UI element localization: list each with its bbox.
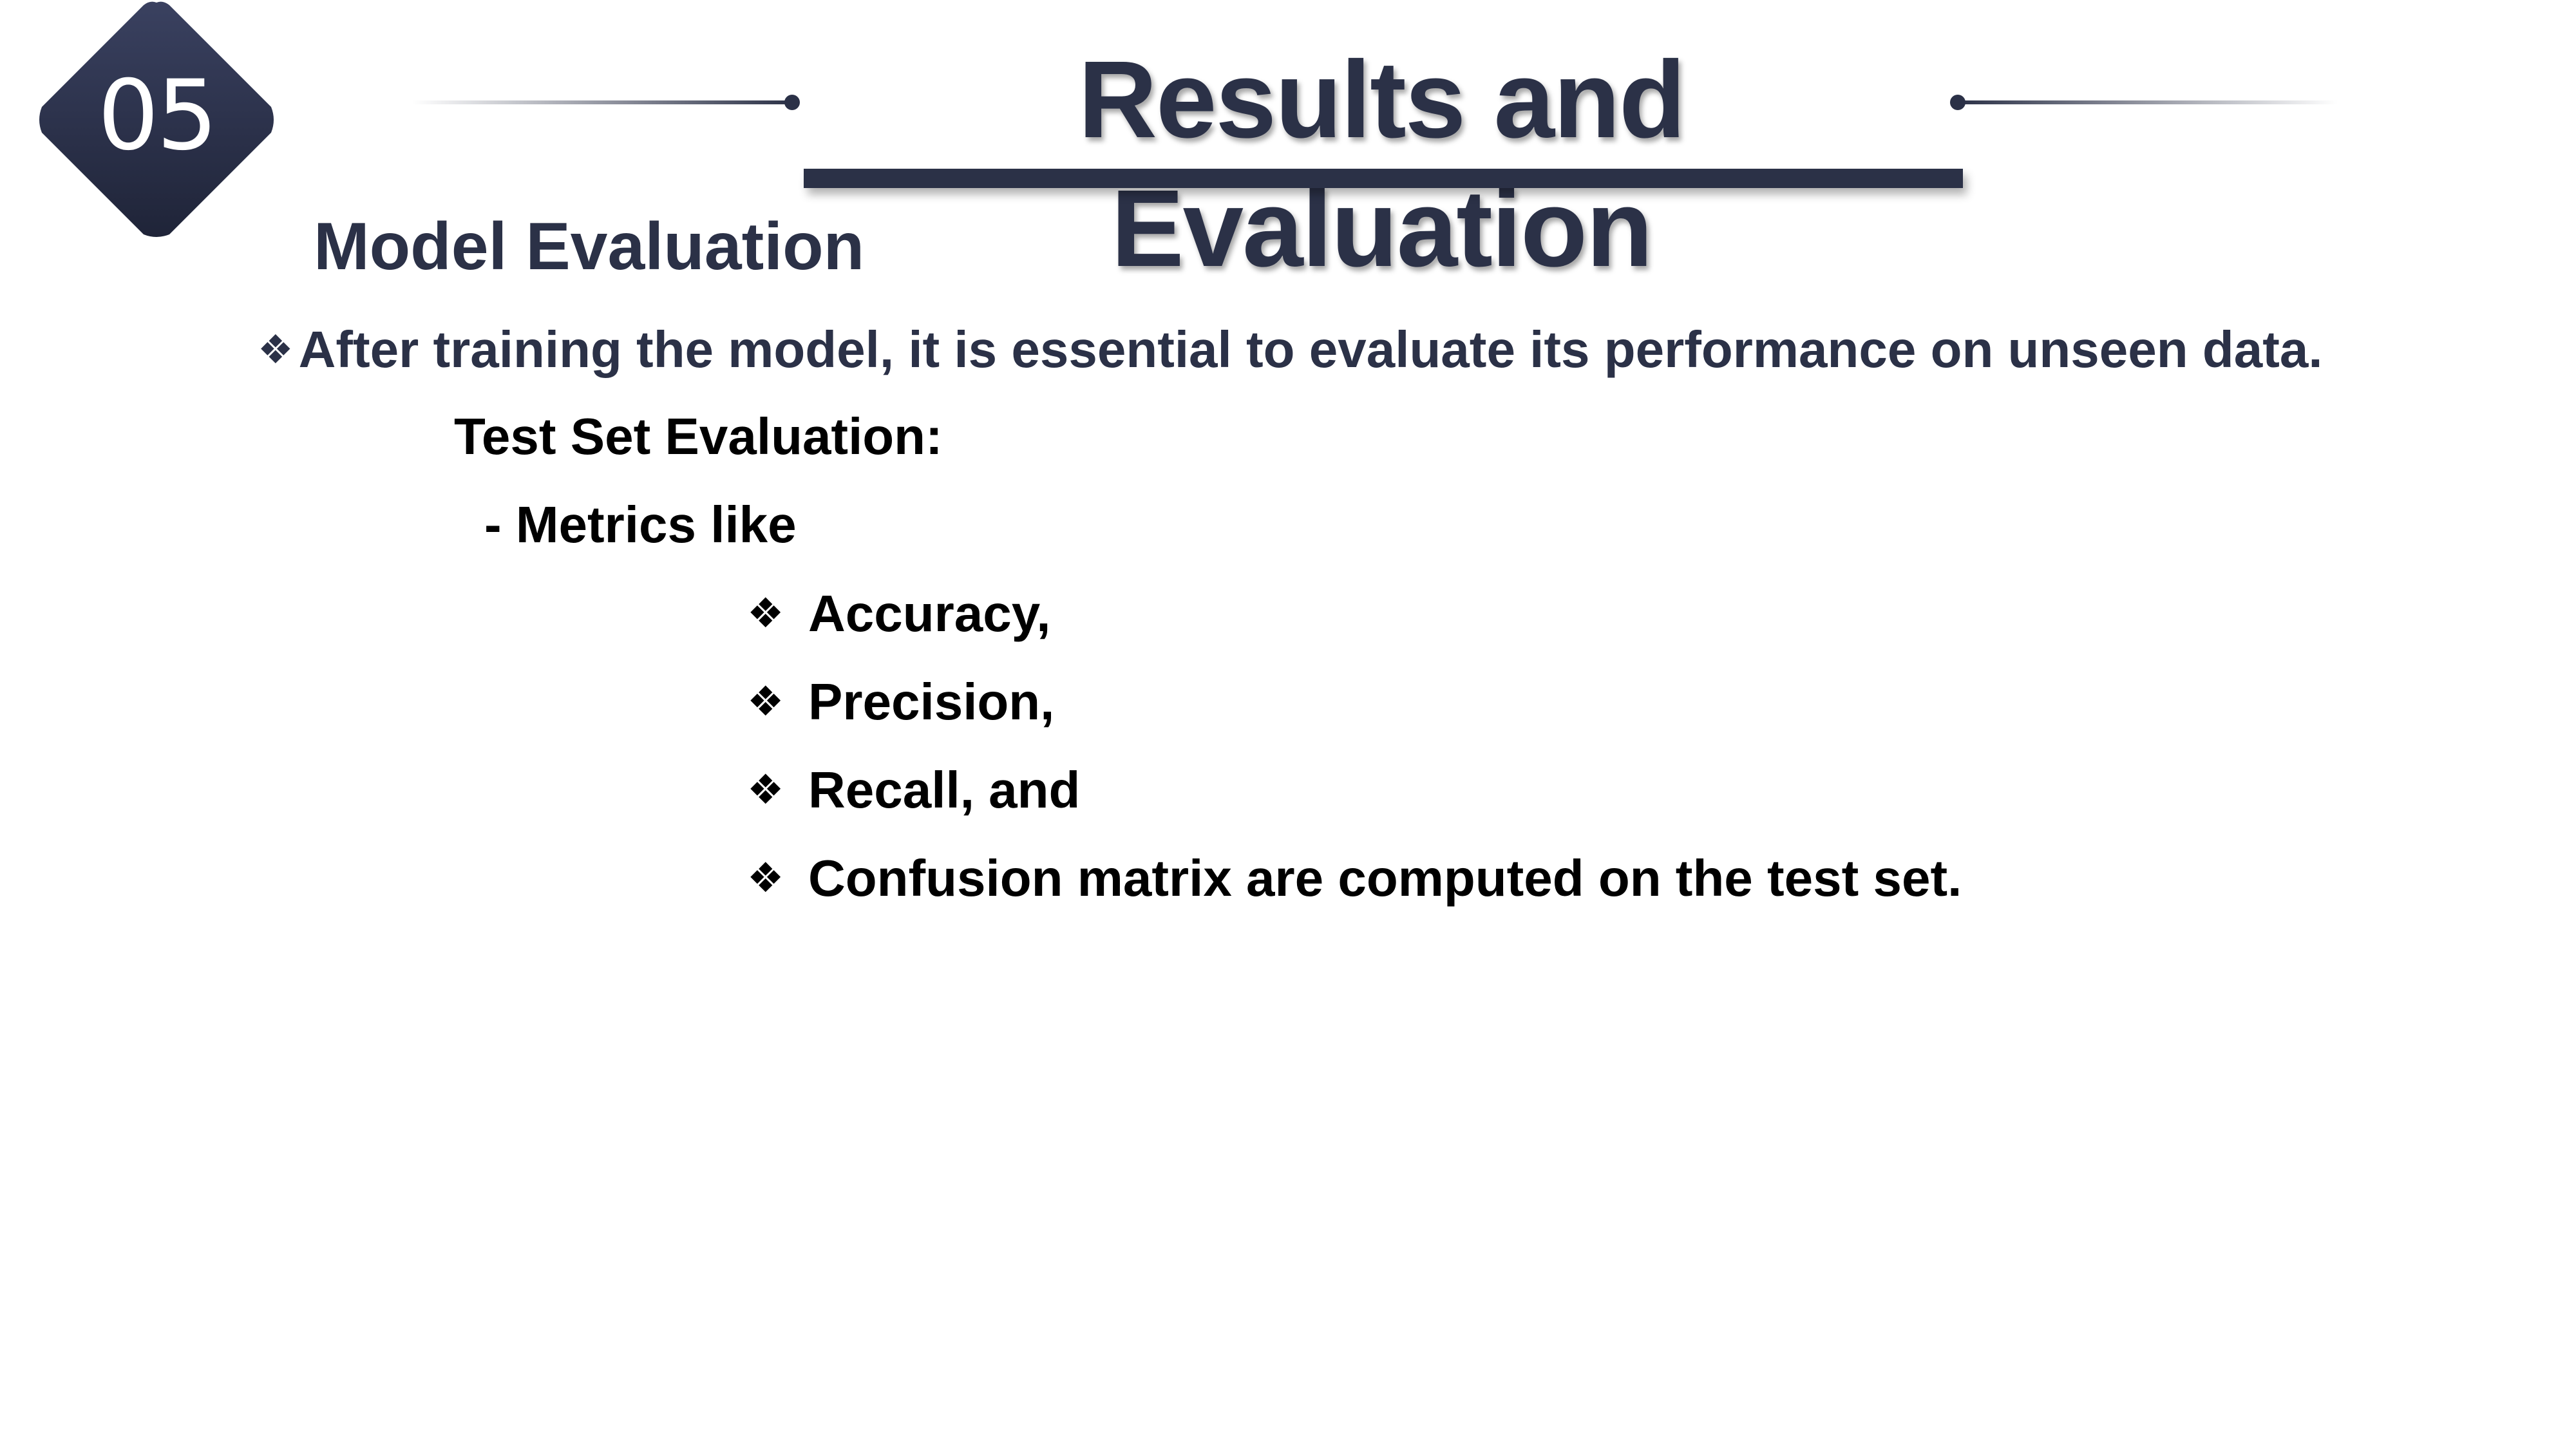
intro-paragraph: ❖ After training the model, it is essenti…: [258, 316, 2323, 383]
section-number: 05: [97, 60, 218, 172]
title-decoration-dot-left: [784, 95, 800, 110]
metric-item: ❖ Confusion matrix are computed on the te…: [747, 844, 1962, 913]
metric-text: Precision,: [808, 673, 1055, 730]
metric-item: ❖ Precision,: [747, 668, 1054, 736]
diamond-bullet-icon: ❖: [747, 590, 784, 638]
diamond-shape: [39, 1, 274, 238]
slide-title: Results and Evaluation: [1078, 39, 1686, 290]
diamond-bullet-icon: ❖: [747, 855, 784, 902]
intro-text: After training the model, it is essentia…: [298, 321, 2323, 378]
diamond-bullet-icon: ❖: [258, 326, 294, 373]
diamond-bullet-icon: ❖: [747, 766, 784, 814]
diamond-bullet-icon: ❖: [747, 678, 784, 726]
metric-item: ❖ Recall, and: [747, 756, 1080, 824]
section-badge: [37, 0, 276, 240]
subheading-test-set: Test Set Evaluation:: [454, 408, 943, 465]
metric-text: Accuracy,: [808, 585, 1051, 642]
metrics-intro: - Metrics like: [484, 496, 797, 553]
metric-item: ❖ Accuracy,: [747, 580, 1051, 648]
section-heading: Model Evaluation: [314, 209, 865, 284]
metric-text: Recall, and: [808, 761, 1081, 819]
title-decoration-line-left: [412, 100, 792, 104]
metric-text: Confusion matrix are computed on the tes…: [808, 849, 1962, 907]
title-underline-bar: [804, 169, 1963, 188]
title-decoration-line-right: [1958, 100, 2338, 104]
